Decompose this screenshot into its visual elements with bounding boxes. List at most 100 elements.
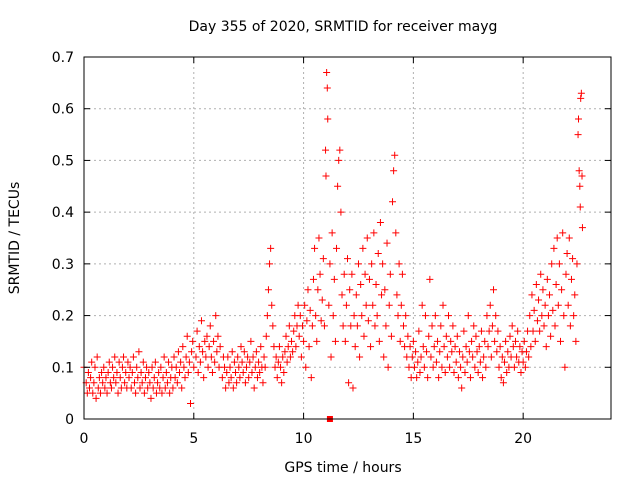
data-point <box>577 89 585 97</box>
data-point <box>404 332 412 340</box>
data-point <box>195 343 203 351</box>
data-point <box>575 167 583 175</box>
data-point <box>303 317 311 325</box>
data-point <box>229 384 237 392</box>
data-point <box>285 322 293 330</box>
data-point <box>280 368 288 376</box>
data-point <box>226 363 234 371</box>
data-point <box>207 353 215 361</box>
data-point <box>429 363 437 371</box>
data-point <box>448 348 456 356</box>
data-point <box>323 69 331 77</box>
data-point <box>466 374 474 382</box>
data-point <box>84 368 92 376</box>
y-tick-label: 0.6 <box>52 102 74 118</box>
data-point <box>261 363 269 371</box>
data-point <box>260 353 268 361</box>
data-point <box>251 363 259 371</box>
data-point <box>451 343 459 351</box>
data-point <box>194 368 202 376</box>
data-point <box>565 234 573 242</box>
data-point <box>224 353 232 361</box>
data-point <box>189 337 197 345</box>
data-point <box>316 270 324 278</box>
data-point <box>578 224 586 232</box>
grid-lines <box>84 57 611 419</box>
y-tick-label: 0.4 <box>52 205 74 221</box>
data-point <box>289 348 297 356</box>
data-point <box>379 260 387 268</box>
data-point <box>492 312 500 320</box>
data-point <box>326 260 334 268</box>
data-point <box>513 353 521 361</box>
data-point <box>179 343 187 351</box>
data-point <box>139 358 147 366</box>
data-point <box>216 343 224 351</box>
data-point <box>236 374 244 382</box>
x-tick-label: 5 <box>189 431 198 447</box>
data-point <box>514 327 522 335</box>
data-point <box>559 229 567 237</box>
data-point <box>390 167 398 175</box>
data-point <box>517 368 525 376</box>
data-point <box>94 384 102 392</box>
data-point <box>93 353 101 361</box>
data-point <box>131 379 139 387</box>
data-point <box>382 322 390 330</box>
data-point <box>233 379 241 387</box>
data-point <box>206 322 214 330</box>
data-point <box>352 291 360 299</box>
data-point <box>392 229 400 237</box>
axes: 0 0.1 0.2 0.3 0.4 0.5 0.6 0.7 0 5 10 15 20 <box>52 50 611 447</box>
data-point <box>302 363 310 371</box>
data-point <box>470 322 478 330</box>
data-point <box>364 317 372 325</box>
data-point <box>510 363 518 371</box>
data-point <box>501 358 509 366</box>
data-point <box>159 374 167 382</box>
x-tick-label: 10 <box>295 431 313 447</box>
data-point <box>460 327 468 335</box>
data-point <box>468 337 476 345</box>
data-point <box>519 358 527 366</box>
data-point <box>146 379 154 387</box>
data-point <box>535 296 543 304</box>
data-point <box>173 379 181 387</box>
chart-title: Day 355 of 2020, SRMTID for receiver may… <box>189 19 498 35</box>
data-point <box>572 337 580 345</box>
data-point <box>155 368 163 376</box>
data-point <box>437 322 445 330</box>
data-point <box>320 322 328 330</box>
data-point <box>477 327 485 335</box>
data-point <box>272 353 280 361</box>
data-point <box>463 358 471 366</box>
data-point <box>118 363 126 371</box>
data-point <box>205 343 213 351</box>
data-point <box>92 394 100 402</box>
data-point <box>315 234 323 242</box>
data-point <box>295 332 303 340</box>
data-point <box>107 384 115 392</box>
data-point <box>577 94 585 102</box>
y-tick-label: 0.7 <box>52 50 74 66</box>
data-point <box>371 322 379 330</box>
data-point <box>570 312 578 320</box>
data-point <box>312 312 320 320</box>
data-point <box>378 291 386 299</box>
data-point <box>322 146 330 154</box>
data-point <box>210 337 218 345</box>
data-point <box>520 337 528 345</box>
data-point <box>563 250 571 258</box>
data-point <box>452 358 460 366</box>
data-point <box>529 327 537 335</box>
data-point <box>357 281 365 289</box>
data-point <box>472 332 480 340</box>
data-point <box>120 353 128 361</box>
data-point <box>248 368 256 376</box>
data-point <box>250 384 258 392</box>
data-point <box>100 363 108 371</box>
data-point <box>193 327 201 335</box>
data-point <box>238 358 246 366</box>
data-point <box>166 389 174 397</box>
